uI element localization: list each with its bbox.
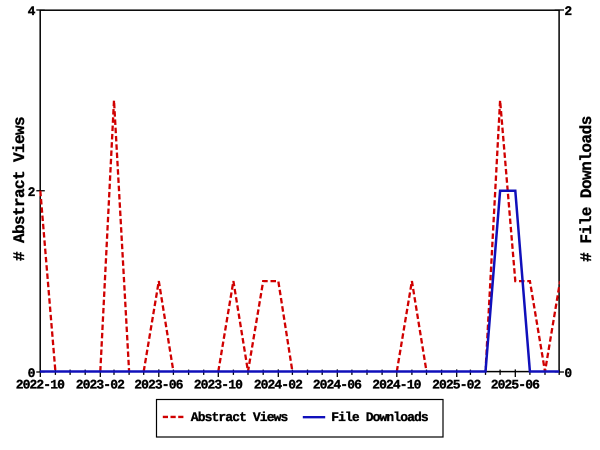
svg-text:2023-10: 2023-10 [194,378,243,393]
svg-text:0: 0 [564,366,572,381]
svg-text:# File Downloads: # File Downloads [578,116,596,262]
svg-text:2023-02: 2023-02 [76,378,125,393]
svg-text:2023-06: 2023-06 [134,378,183,393]
svg-text:2: 2 [564,4,572,19]
svg-text:# Abstract Views: # Abstract Views [11,117,29,261]
svg-text:2024-02: 2024-02 [254,378,303,393]
svg-text:2024-06: 2024-06 [313,378,362,393]
svg-text:4: 4 [28,4,36,19]
svg-text:2: 2 [28,185,36,200]
svg-text:File Downloads: File Downloads [331,410,429,425]
svg-text:2024-10: 2024-10 [372,378,421,393]
svg-text:Abstract Views: Abstract Views [191,410,289,425]
svg-text:0: 0 [28,366,36,381]
svg-text:2025-02: 2025-02 [432,378,481,393]
svg-text:2025-06: 2025-06 [491,378,540,393]
svg-text:2022-10: 2022-10 [16,378,65,393]
